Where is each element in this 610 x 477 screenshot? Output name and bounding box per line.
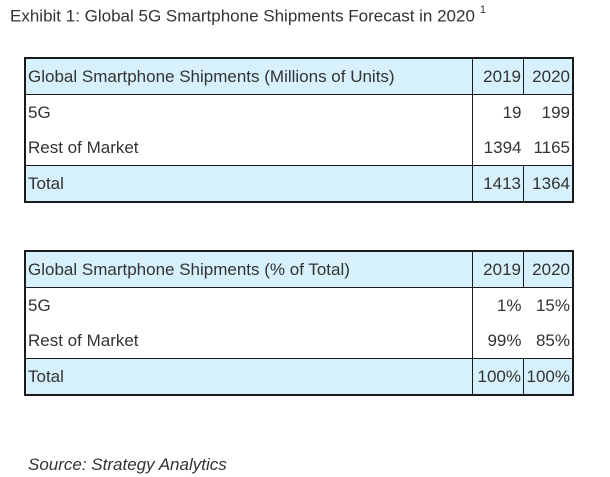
column-header-2019: 2019: [472, 58, 524, 95]
table-row: Rest of Market 1394 1165: [25, 130, 573, 166]
exhibit-title-text: Exhibit 1: Global 5G Smartphone Shipment…: [10, 6, 475, 26]
value-2020: 100%: [523, 358, 573, 395]
value-2019: 1394: [472, 130, 524, 166]
row-label: 5G: [28, 295, 51, 315]
value-2019: 100%: [472, 358, 524, 395]
table-row: 5G 19 199: [25, 94, 573, 130]
column-header-2020: 2020: [523, 251, 573, 288]
value-2020: 15%: [535, 295, 570, 315]
value-2019: 1%: [472, 287, 524, 323]
total-row: Total 1413 1364: [25, 165, 573, 202]
value-2019: 99%: [472, 323, 524, 359]
value-2020: 1165: [533, 137, 570, 157]
table-row: 5G 1% 15%: [25, 287, 573, 323]
row-label: Total: [25, 358, 473, 395]
column-header-metric: Global Smartphone Shipments (% of Total): [25, 251, 473, 288]
column-header-metric: Global Smartphone Shipments (Millions of…: [25, 58, 473, 95]
percent-table: Global Smartphone Shipments (% of Total)…: [24, 250, 574, 396]
row-label: Rest of Market: [28, 330, 139, 350]
column-header-2020: 2020: [523, 58, 573, 95]
row-label: Rest of Market: [28, 137, 139, 157]
value-2019: 1413: [472, 165, 524, 202]
table-header-row: Global Smartphone Shipments (% of Total)…: [25, 251, 573, 288]
footnote-marker: 1: [479, 4, 487, 16]
table-row: Rest of Market 99% 85%: [25, 323, 573, 359]
value-2020: 199: [541, 102, 570, 122]
exhibit-title: Exhibit 1: Global 5G Smartphone Shipment…: [10, 4, 487, 27]
row-label: Total: [25, 165, 473, 202]
total-row: Total 100% 100%: [25, 358, 573, 395]
value-2020: 85%: [535, 330, 570, 350]
column-header-2019: 2019: [472, 251, 524, 288]
table-header-row: Global Smartphone Shipments (Millions of…: [25, 58, 573, 95]
row-label: 5G: [28, 102, 51, 122]
units-table: Global Smartphone Shipments (Millions of…: [24, 57, 574, 203]
value-2020: 1364: [523, 165, 573, 202]
source-note: Source: Strategy Analytics: [28, 455, 227, 474]
value-2019: 19: [472, 94, 524, 130]
